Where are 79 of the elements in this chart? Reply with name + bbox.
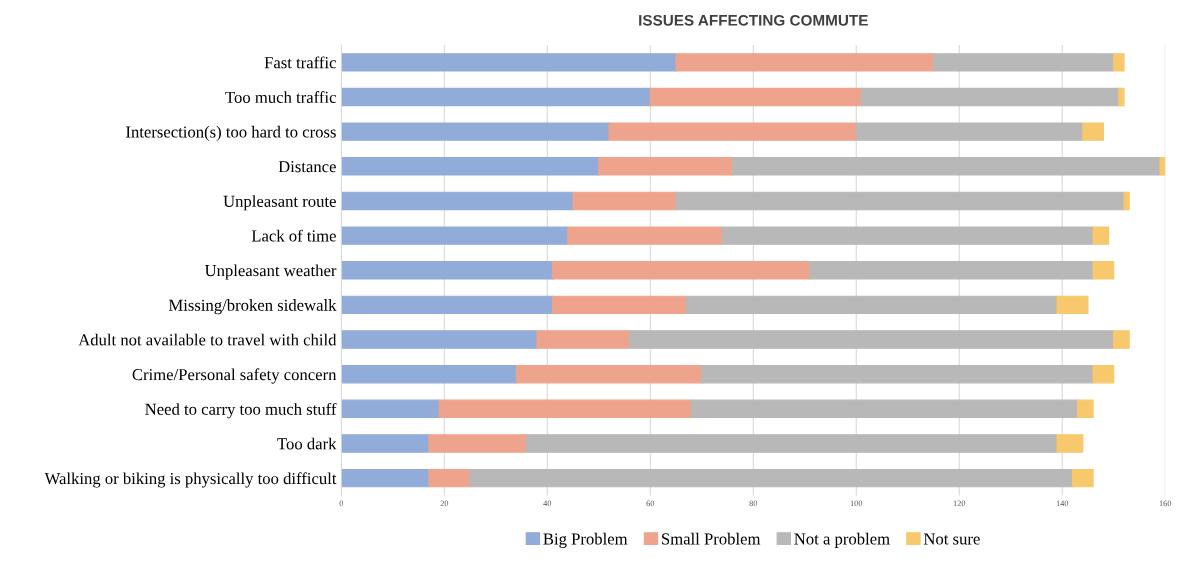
bar — [701, 364, 1094, 384]
y-tick-label: Adult not available to travel with child — [78, 333, 337, 346]
bar — [536, 330, 631, 349]
bar — [1113, 53, 1125, 72]
y-tick-label: Distance — [278, 161, 336, 173]
bar — [598, 157, 734, 176]
bar — [1056, 295, 1089, 315]
legend-label: Big Problem — [543, 532, 628, 548]
bar — [675, 53, 935, 72]
bar — [1113, 330, 1130, 349]
bar — [1118, 87, 1125, 107]
bar — [1092, 364, 1115, 384]
legend-label: Not sure — [923, 533, 980, 545]
bar — [685, 295, 1058, 315]
bar — [438, 399, 693, 419]
bar — [551, 295, 687, 315]
bar — [428, 468, 471, 488]
bar — [932, 53, 1115, 72]
bar — [469, 468, 1074, 488]
bar — [1082, 122, 1104, 141]
bar — [341, 53, 677, 72]
y-tick-label: Too dark — [277, 437, 337, 450]
bar — [1077, 399, 1094, 419]
x-tick-label: 160 — [1159, 500, 1172, 507]
bar — [341, 87, 651, 107]
y-tick-label: Fast traffic — [264, 56, 336, 69]
y-tick-label: Unpleasant weather — [204, 264, 337, 280]
bar — [855, 122, 1084, 141]
bar — [341, 434, 430, 453]
chart-title: ISSUES AFFECTING COMMUTE — [639, 14, 868, 26]
bar — [608, 122, 857, 141]
bar — [341, 122, 610, 141]
legend-label: Small Problem — [662, 532, 761, 545]
bar — [341, 330, 538, 349]
bar — [629, 330, 1115, 349]
bar — [1071, 468, 1094, 488]
x-tick-label: 100 — [850, 500, 863, 507]
x-tick-label: 0 — [339, 500, 344, 507]
legend-label: Not a problem — [794, 532, 890, 548]
y-tick-label: Intersection(s) too hard to cross — [126, 125, 336, 141]
x-tick-label: 40 — [543, 500, 552, 507]
bar — [341, 399, 440, 419]
bar — [341, 226, 569, 245]
bar — [1123, 191, 1130, 211]
bar — [341, 261, 554, 280]
x-tick-label: 120 — [953, 500, 966, 507]
bar — [860, 87, 1120, 107]
bar — [732, 157, 1161, 176]
y-tick-label: Need to carry too much stuff — [145, 402, 337, 419]
bar — [721, 226, 1094, 245]
y-tick-label: Missing/broken sidewalk — [168, 299, 337, 315]
bar — [1159, 157, 1166, 176]
y-tick-label: Crime/Personal safety concern — [132, 368, 337, 384]
bar — [690, 399, 1079, 419]
bar — [675, 191, 1125, 211]
x-tick-label: 80 — [749, 500, 758, 507]
bar — [1056, 434, 1084, 453]
x-tick-label: 20 — [440, 500, 449, 507]
bar — [341, 157, 600, 176]
bar — [341, 364, 517, 384]
bar — [551, 261, 811, 280]
y-tick-label: Too much traffic — [225, 91, 336, 103]
y-tick-label: Lack of time — [251, 229, 336, 242]
bar — [1092, 261, 1115, 280]
bar — [1092, 226, 1110, 245]
bar — [809, 261, 1094, 280]
bar — [526, 434, 1058, 453]
y-tick-label: Unpleasant route — [223, 195, 336, 211]
bar — [572, 191, 677, 211]
bar — [341, 468, 430, 488]
bar — [515, 364, 703, 384]
bar — [567, 226, 723, 245]
x-tick-label: 60 — [646, 500, 655, 507]
bar — [649, 87, 862, 107]
bar — [341, 191, 574, 211]
bar — [428, 434, 528, 453]
x-tick-label: 140 — [1056, 500, 1069, 507]
y-tick-label: Walking or biking is physically too difficult — [44, 472, 337, 488]
bar — [341, 295, 554, 315]
